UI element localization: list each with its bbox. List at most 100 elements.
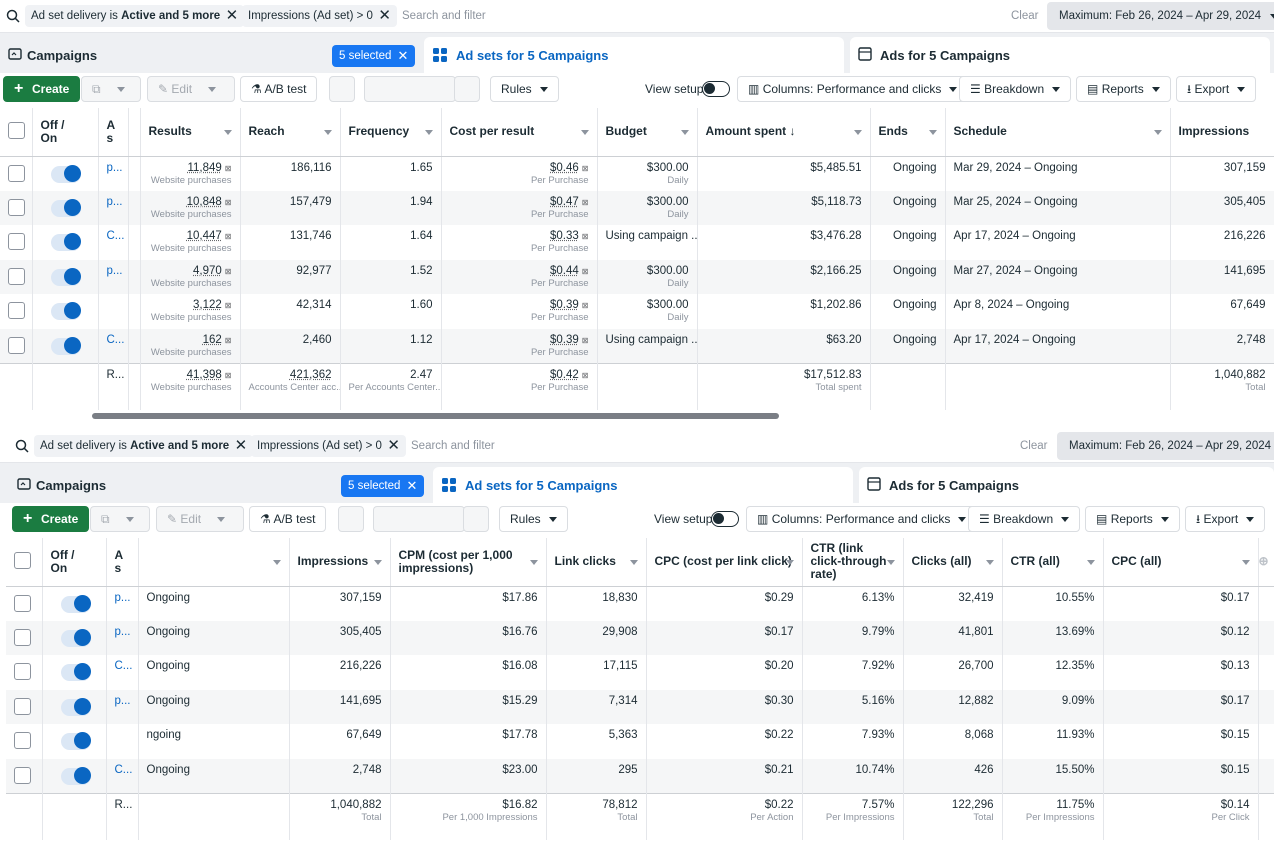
undo-trash-group[interactable] xyxy=(373,506,465,532)
header-link-clicks[interactable]: Link clicks xyxy=(546,538,647,587)
delivery-toggle[interactable] xyxy=(50,164,81,183)
columns-button[interactable]: ▥ Columns: Performance and clicks xyxy=(737,76,969,102)
breakdown-button[interactable]: ☰ Breakdown xyxy=(968,506,1081,532)
delete-lock-button[interactable] xyxy=(329,76,355,102)
export-button[interactable]: ⭳ Export xyxy=(1176,76,1257,102)
row-checkbox[interactable] xyxy=(14,594,31,612)
table-row[interactable]: p... 4,970 ⊠ Website purchases 92,977 1.52 $0.… xyxy=(0,259,1274,295)
name-cell[interactable]: p... xyxy=(98,190,129,226)
header-frequency[interactable]: Frequency xyxy=(340,108,442,157)
tab-adsets[interactable]: Ad sets for 5 Campaigns xyxy=(433,467,853,503)
edit-button[interactable]: ✎ Edit xyxy=(147,76,235,102)
delivery-toggle[interactable] xyxy=(60,732,91,751)
delivery-toggle[interactable] xyxy=(50,198,81,217)
header-budget[interactable]: Budget xyxy=(597,108,698,157)
select-cell[interactable] xyxy=(6,689,43,725)
schedule-cell[interactable]: Mar 25, 2024 – Ongoing xyxy=(945,190,1171,226)
table-row[interactable]: p... 10,848 ⊠ Website purchases 157,479 1.94 $… xyxy=(0,190,1274,226)
duplicate-button[interactable]: ⧉ xyxy=(90,506,150,532)
delivery-toggle[interactable] xyxy=(50,233,81,252)
header-ctr-all[interactable]: CTR (all) xyxy=(1002,538,1104,587)
header-clicks-all[interactable]: Clicks (all) xyxy=(903,538,1003,587)
schedule-cell[interactable]: Mar 27, 2024 – Ongoing xyxy=(945,259,1171,295)
header-cost-per-result[interactable]: Cost per result xyxy=(441,108,598,157)
date-range-picker[interactable]: Maximum: Feb 26, 2024 – Apr 29, 2024 xyxy=(1057,432,1274,460)
breakdown-button[interactable]: ☰ Breakdown xyxy=(959,76,1072,102)
toggle-cell[interactable] xyxy=(42,689,107,725)
horizontal-scrollbar[interactable] xyxy=(92,413,779,419)
select-cell[interactable] xyxy=(6,758,43,794)
toggle-cell[interactable] xyxy=(32,190,99,226)
toggle-cell[interactable] xyxy=(42,655,107,690)
select-cell[interactable] xyxy=(6,586,43,621)
close-icon[interactable]: ✕ xyxy=(225,7,239,24)
delivery-toggle[interactable] xyxy=(60,697,91,716)
select-cell[interactable] xyxy=(0,156,33,191)
budget-cell[interactable]: $300.00 Daily xyxy=(597,156,698,191)
select-cell[interactable] xyxy=(0,294,33,329)
rules-button[interactable]: Rules xyxy=(499,506,568,532)
header-ends[interactable]: Ends xyxy=(870,108,946,157)
header-adset-name[interactable]: A s xyxy=(106,538,139,587)
name-cell[interactable]: p... xyxy=(106,586,139,621)
undo-trash-group[interactable] xyxy=(364,76,456,102)
preview-button[interactable] xyxy=(463,506,489,532)
tab-campaigns[interactable]: Campaigns 5 selected ✕ xyxy=(9,467,429,503)
delivery-toggle[interactable] xyxy=(60,594,91,613)
preview-button[interactable] xyxy=(454,76,480,102)
budget-cell[interactable]: $300.00 Daily xyxy=(597,190,698,226)
select-cell[interactable] xyxy=(0,190,33,226)
toggle-cell[interactable] xyxy=(42,586,107,621)
add-column-icon[interactable]: ⊕ xyxy=(1258,554,1269,569)
budget-cell[interactable]: $300.00 Daily xyxy=(597,294,698,329)
header-amount-spent[interactable]: Amount spent ↓ xyxy=(697,108,871,157)
close-icon[interactable]: ✕ xyxy=(234,437,248,454)
name-cell[interactable]: p... xyxy=(98,259,129,295)
select-all-checkbox[interactable] xyxy=(14,551,31,569)
budget-cell[interactable]: Using campaign ... xyxy=(597,328,698,364)
toggle-cell[interactable] xyxy=(32,225,99,260)
name-cell[interactable] xyxy=(106,724,139,759)
tab-adsets[interactable]: Ad sets for 5 Campaigns xyxy=(424,37,844,73)
row-checkbox[interactable] xyxy=(8,302,25,320)
schedule-cell[interactable]: Apr 17, 2024 – Ongoing xyxy=(945,328,1171,364)
delivery-toggle[interactable] xyxy=(50,302,81,321)
reports-button[interactable]: ▤ Reports xyxy=(1085,506,1180,532)
row-checkbox[interactable] xyxy=(14,697,31,715)
row-checkbox[interactable] xyxy=(14,663,31,681)
header-cpm[interactable]: CPM (cost per 1,000 impressions) xyxy=(390,538,547,587)
toggle-cell[interactable] xyxy=(32,259,99,295)
toggle-cell[interactable] xyxy=(32,328,99,364)
duplicate-button[interactable]: ⧉ xyxy=(81,76,141,102)
header-schedule[interactable]: Schedule xyxy=(945,108,1171,157)
select-all-cell[interactable] xyxy=(6,538,43,587)
clear-button[interactable]: Clear xyxy=(1020,440,1048,452)
name-cell[interactable] xyxy=(98,294,129,329)
schedule-cell[interactable]: Apr 17, 2024 – Ongoing xyxy=(945,225,1171,260)
add-column-cell[interactable]: ⊕ xyxy=(1258,538,1274,587)
create-button[interactable]: + Create xyxy=(12,506,90,532)
row-checkbox[interactable] xyxy=(8,336,25,354)
search-input[interactable]: Search and filter xyxy=(402,10,486,22)
reports-button[interactable]: ▤ Reports xyxy=(1076,76,1171,102)
header-cpc-link[interactable]: CPC (cost per link click) xyxy=(646,538,803,587)
create-button[interactable]: + Create xyxy=(3,76,81,102)
header-results[interactable]: Results xyxy=(140,108,241,157)
select-cell[interactable] xyxy=(6,620,43,656)
toggle-cell[interactable] xyxy=(42,758,107,794)
header-impressions[interactable]: Impressions xyxy=(289,538,391,587)
delivery-toggle[interactable] xyxy=(60,663,91,682)
toggle-cell[interactable] xyxy=(32,294,99,329)
name-cell[interactable]: C... xyxy=(106,758,139,794)
clear-button[interactable]: Clear xyxy=(1011,10,1039,22)
header-offon[interactable]: Off / On xyxy=(42,538,107,587)
view-setup-toggle[interactable] xyxy=(711,511,739,527)
row-checkbox[interactable] xyxy=(14,732,31,750)
row-checkbox[interactable] xyxy=(14,766,31,784)
budget-cell[interactable]: $300.00 Daily xyxy=(597,259,698,295)
delivery-toggle[interactable] xyxy=(50,267,81,286)
select-all-cell[interactable] xyxy=(0,108,33,157)
date-range-picker[interactable]: Maximum: Feb 26, 2024 – Apr 29, 2024 xyxy=(1047,2,1274,30)
row-checkbox[interactable] xyxy=(14,628,31,646)
close-icon[interactable]: ✕ xyxy=(378,7,391,24)
